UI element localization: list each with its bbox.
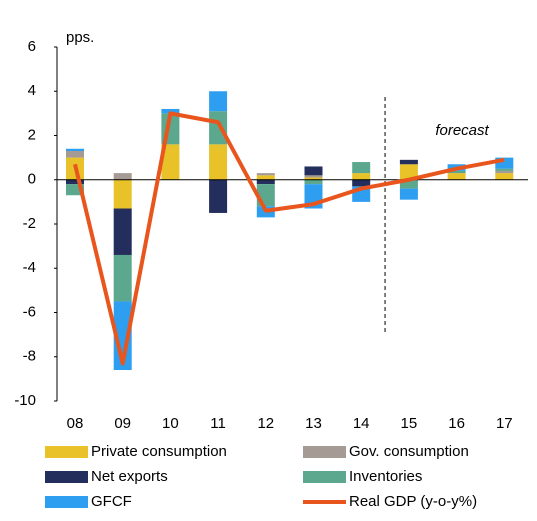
- bar-segment: [304, 177, 323, 180]
- x-tick-label: 14: [353, 415, 370, 432]
- bar-segment: [113, 179, 132, 209]
- legend-swatch: [45, 496, 88, 508]
- bar-segment: [256, 173, 275, 176]
- bar-segment: [304, 175, 323, 178]
- legend-swatch: [303, 446, 346, 458]
- y-tick-label: -6: [23, 303, 36, 320]
- x-tick-label: 10: [162, 415, 179, 432]
- bar-segment: [304, 166, 323, 176]
- x-tick-label: 16: [448, 415, 465, 432]
- legend-label: GFCF: [91, 493, 132, 510]
- bar-segment: [66, 150, 84, 158]
- y-tick-label: 4: [28, 82, 36, 99]
- y-tick-label: 6: [28, 38, 36, 55]
- x-tick-label: 15: [401, 415, 418, 432]
- bar-segment: [209, 91, 228, 112]
- bar-segment: [447, 170, 466, 174]
- bar-segment: [352, 162, 371, 174]
- bar-segment: [161, 108, 180, 114]
- y-tick-label: -2: [23, 215, 36, 232]
- y-tick-label: -4: [23, 259, 36, 276]
- bar-segment: [399, 164, 418, 180]
- x-tick-label: 08: [67, 415, 84, 432]
- y-tick-label: 2: [28, 126, 36, 143]
- bar-segment: [495, 157, 514, 169]
- bar-segment: [66, 179, 84, 185]
- y-tick-label: 0: [28, 171, 36, 188]
- bar-segment: [399, 179, 418, 189]
- x-tick-label: 17: [496, 415, 513, 432]
- bar-segment: [209, 179, 228, 213]
- x-tick-label: 12: [257, 415, 274, 432]
- bar-segment: [113, 173, 132, 180]
- x-tick-label: 11: [210, 415, 226, 432]
- bar-segment: [113, 208, 132, 255]
- legend-label: Private consumption: [91, 443, 227, 460]
- legend-swatch: [45, 446, 88, 458]
- annotation: forecast: [435, 122, 489, 139]
- bar-segment: [304, 179, 323, 185]
- y-tick-label: -10: [14, 392, 36, 409]
- bar-segment: [399, 188, 418, 200]
- bar-segment: [256, 175, 275, 180]
- legend-swatch: [45, 471, 88, 483]
- bar-segment: [209, 111, 228, 145]
- bar-segment: [352, 173, 371, 180]
- bar-segment: [495, 170, 514, 174]
- legend-label: Inventories: [349, 468, 422, 485]
- y-axis-label: pps.: [66, 29, 94, 46]
- y-tick-label: -8: [23, 348, 36, 365]
- bar-segment: [66, 184, 84, 196]
- bar-segment: [161, 144, 180, 180]
- legend-label: Gov. consumption: [349, 443, 469, 460]
- bar-segment: [399, 159, 418, 165]
- bar-segment: [495, 168, 514, 171]
- bar-segment: [209, 144, 228, 180]
- legend-swatch: [303, 471, 346, 483]
- bar-segment: [495, 173, 514, 180]
- bar-segment: [352, 179, 371, 187]
- legend-label: Real GDP (y-o-y%): [349, 493, 477, 510]
- bar-segment: [66, 148, 84, 151]
- line: [73, 111, 505, 366]
- bar-segment: [447, 173, 466, 180]
- bar-segment: [113, 254, 132, 302]
- bar-segment: [256, 179, 275, 185]
- legend-label: Net exports: [91, 468, 168, 485]
- x-tick-label: 09: [114, 415, 131, 432]
- x-tick-label: 13: [305, 415, 322, 432]
